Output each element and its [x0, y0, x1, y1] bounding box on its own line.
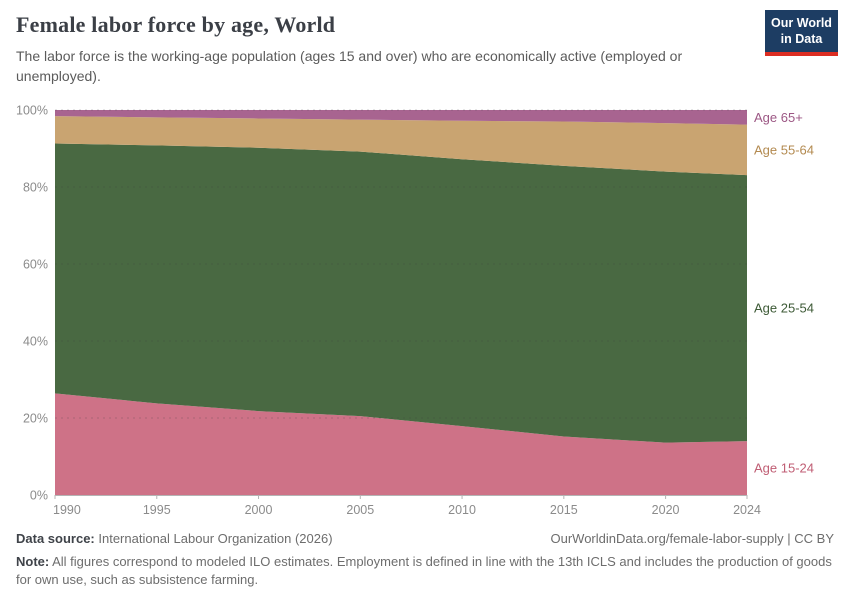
x-tick-label-2010: 2010: [448, 503, 476, 517]
x-tick-label-1990: 1990: [53, 503, 81, 517]
owid-logo[interactable]: Our World in Data: [765, 10, 838, 56]
chart-note: Note: All figures correspond to modeled …: [16, 553, 834, 590]
owid-url-link[interactable]: OurWorldinData.org/female-labor-supply: [550, 531, 784, 546]
series-label-age-55-64[interactable]: Age 55-64: [754, 142, 814, 157]
chart-canvas[interactable]: 0% 20% 40% 60% 80% 100% 1990 1995 2000 2005 2010 20…: [0, 100, 850, 530]
owid-logo-line2: in Data: [780, 32, 823, 47]
page-title: Female labor force by age, World: [16, 12, 336, 37]
series-label-age-25-54[interactable]: Age 25-54: [754, 301, 814, 316]
license-link[interactable]: CC BY: [794, 531, 834, 546]
y-tick-label-100: 100%: [16, 104, 48, 118]
y-tick-label-40: 40%: [23, 335, 48, 349]
series-label-age-65-[interactable]: Age 65+: [754, 110, 803, 125]
area-age-55-64[interactable]: [55, 116, 747, 176]
area-age-15-24[interactable]: [55, 393, 747, 495]
y-tick-label-0: 0%: [30, 489, 48, 503]
y-tick-label-20: 20%: [23, 412, 48, 426]
chart-header: Female labor force by age, World Our Wor…: [16, 10, 838, 86]
x-tick-label-2000: 2000: [245, 503, 273, 517]
x-tick-label-2015: 2015: [550, 503, 578, 517]
chart-subtitle: The labor force is the working-age popul…: [16, 48, 683, 84]
area-age-25-54[interactable]: [55, 143, 747, 443]
x-tick-label-2020: 2020: [652, 503, 680, 517]
area-age-65-[interactable]: [55, 110, 747, 125]
stacked-area-chart[interactable]: 0% 20% 40% 60% 80% 100% 1990 1995 2000 2005 2010 20…: [0, 100, 850, 530]
footer-links: OurWorldinData.org/female-labor-supply |…: [550, 531, 834, 546]
data-source-label: Data source:: [16, 531, 95, 546]
footer-separator: |: [787, 531, 791, 546]
data-source-text: International Labour Organization (2026): [98, 531, 333, 546]
note-text: All figures correspond to modeled ILO es…: [16, 554, 832, 588]
y-tick-label-80: 80%: [23, 181, 48, 195]
x-tick-label-2024: 2024: [733, 503, 761, 517]
x-tick-label-1995: 1995: [143, 503, 171, 517]
chart-footer: Data source: International Labour Organi…: [16, 531, 834, 590]
series-label-age-15-24[interactable]: Age 15-24: [754, 461, 814, 476]
x-tick-label-2005: 2005: [346, 503, 374, 517]
data-source: Data source: International Labour Organi…: [16, 531, 333, 546]
owid-logo-line1: Our World: [771, 16, 832, 30]
note-label: Note:: [16, 554, 50, 569]
y-tick-label-60: 60%: [23, 258, 48, 272]
